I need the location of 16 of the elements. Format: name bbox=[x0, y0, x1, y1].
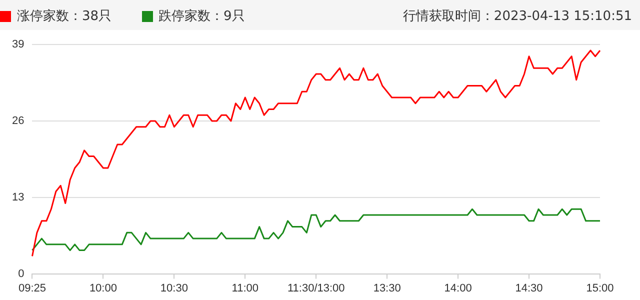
x-tick-label: 10:00 bbox=[89, 282, 117, 294]
y-tick-label: 26 bbox=[12, 115, 24, 128]
x-tick-label: 10:30 bbox=[160, 282, 188, 294]
y-tick-label: 39 bbox=[12, 38, 24, 51]
text: 行情获取时间：2023-04-13 15:10:51 bbox=[402, 8, 632, 25]
x-tick-label: 14:00 bbox=[444, 282, 472, 294]
legend-label: 涨停家数：38只 bbox=[17, 8, 112, 25]
legend-label: 跌停家数：9只 bbox=[158, 8, 245, 25]
x-tick-label: 14:30 bbox=[515, 282, 543, 294]
x-tick-label: 11:00 bbox=[232, 282, 259, 294]
x-tick-label: 13:30 bbox=[373, 282, 401, 294]
x-tick-label: 09:25 bbox=[18, 282, 46, 294]
x-tick-label: 11:30/13:00 bbox=[287, 282, 345, 294]
y-tick-label: 13 bbox=[12, 191, 24, 204]
y-tick-label: 0 bbox=[18, 268, 24, 280]
x-tick-label: 15:00 bbox=[586, 282, 614, 294]
